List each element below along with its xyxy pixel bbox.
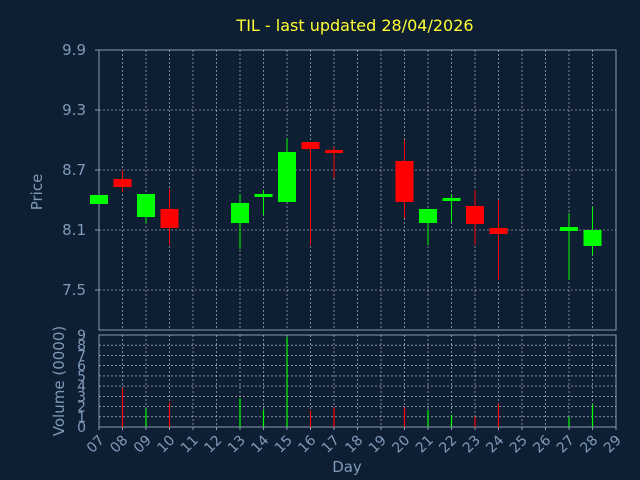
candle-body <box>231 203 249 223</box>
candle-body <box>113 179 132 187</box>
candle-body <box>395 161 414 202</box>
price-tick-label: 9.3 <box>62 101 86 119</box>
price-panel: 9.9 9.3 8.7 8.1 7.5 <box>62 41 617 331</box>
volume-tick-label: 5 <box>77 369 86 385</box>
candle-body <box>254 194 273 197</box>
volume-tick-label: 0 <box>77 420 86 436</box>
candle-body <box>442 198 461 201</box>
candle-body <box>90 195 108 204</box>
volume-tick-label: 4 <box>77 379 86 395</box>
price-tick-label: 8.1 <box>62 221 86 239</box>
candle-body <box>137 194 155 217</box>
volume-axis-label: Volume (0000) <box>50 326 68 436</box>
x-axis-label: Day <box>332 458 362 476</box>
volume-tick-label: 2 <box>77 400 86 416</box>
volume-tick-label: 1 <box>77 410 86 426</box>
candle-body <box>160 209 179 228</box>
volume-tick-label: 7 <box>77 348 86 364</box>
candle-body <box>419 209 437 223</box>
candle-body <box>489 228 508 234</box>
candle-body <box>466 206 484 224</box>
volume-tick-label: 6 <box>77 359 86 375</box>
candle-body <box>278 152 296 202</box>
candle-body <box>301 142 320 149</box>
candle-body <box>560 227 578 231</box>
volume-tick-label: 9 <box>77 328 86 344</box>
volume-tick-label: 8 <box>77 338 86 354</box>
price-axis-label: Price <box>28 174 46 211</box>
candle-body <box>583 230 602 246</box>
volume-tick-label: 3 <box>77 389 86 405</box>
price-tick-label: 9.9 <box>62 41 86 59</box>
candle-body <box>325 150 343 153</box>
price-tick-label: 8.7 <box>62 161 86 179</box>
chart-title: TIL - last updated 28/04/2026 <box>235 16 473 35</box>
price-tick-label: 7.5 <box>62 281 86 299</box>
